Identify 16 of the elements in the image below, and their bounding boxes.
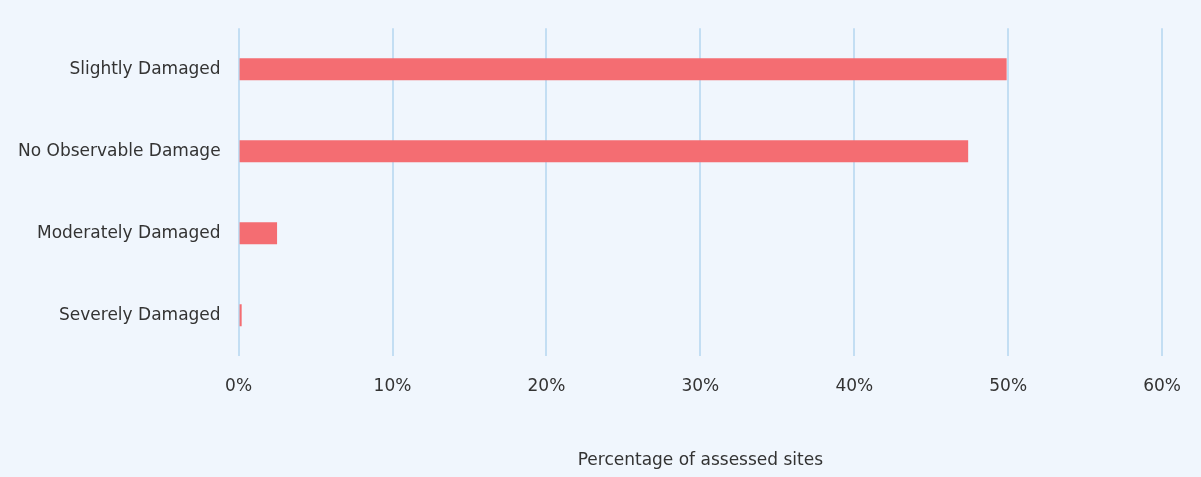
x-tick-label: 10% [373, 374, 412, 395]
y-tick-label: Moderately Damaged [37, 221, 221, 242]
y-tick-label: No Observable Damage [18, 139, 221, 160]
x-tick-label: 60% [1143, 374, 1182, 395]
x-axis-title: Percentage of assessed sites [577, 449, 824, 470]
x-tick-label: 50% [989, 374, 1028, 395]
x-tick-label: 40% [835, 374, 874, 395]
x-tick-label: 30% [681, 374, 720, 395]
x-tick-label: 20% [527, 374, 566, 395]
bar [239, 58, 1007, 81]
x-tick-label: 0% [225, 374, 253, 395]
bar [239, 222, 278, 245]
y-tick-label: Slightly Damaged [69, 57, 221, 78]
bar [239, 140, 969, 163]
bar [239, 304, 242, 327]
y-tick-label: Severely Damaged [59, 303, 221, 324]
